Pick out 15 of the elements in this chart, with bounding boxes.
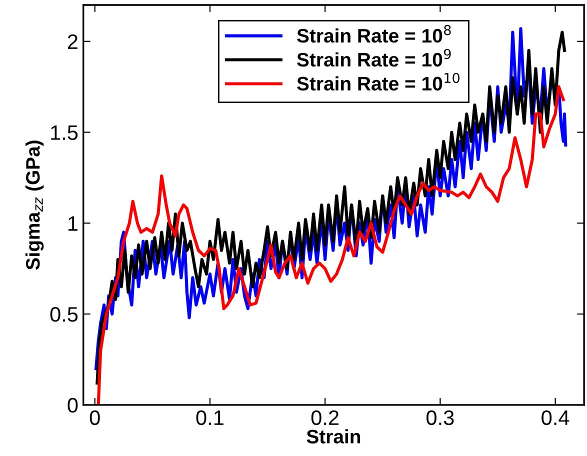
x-tick-label: 0.4 bbox=[542, 410, 570, 426]
legend-label: Strain Rate = 10$^{8}$ bbox=[297, 24, 451, 43]
x-tick-label: 0.1 bbox=[196, 410, 224, 426]
y-tick-label: 2 bbox=[68, 34, 78, 49]
x-axis-title: Strain bbox=[306, 429, 360, 444]
x-tick-label: 0.2 bbox=[311, 410, 339, 426]
y-tick-label: 0 bbox=[68, 398, 78, 413]
legend-label: Strain Rate = 10$^{10}$ bbox=[297, 72, 460, 91]
y-tick-label: 1.5 bbox=[51, 125, 78, 140]
x-tick-label: 0.3 bbox=[426, 410, 454, 426]
x-tick-label: 0 bbox=[90, 410, 100, 426]
y-tick-label: 0.5 bbox=[50, 307, 78, 322]
y-axis-title: Sigma$_{zz}$ (GPa) bbox=[26, 140, 44, 270]
y-tick-label: 1 bbox=[68, 216, 78, 231]
legend-label: Strain Rate = 10$^{9}$ bbox=[297, 48, 451, 67]
